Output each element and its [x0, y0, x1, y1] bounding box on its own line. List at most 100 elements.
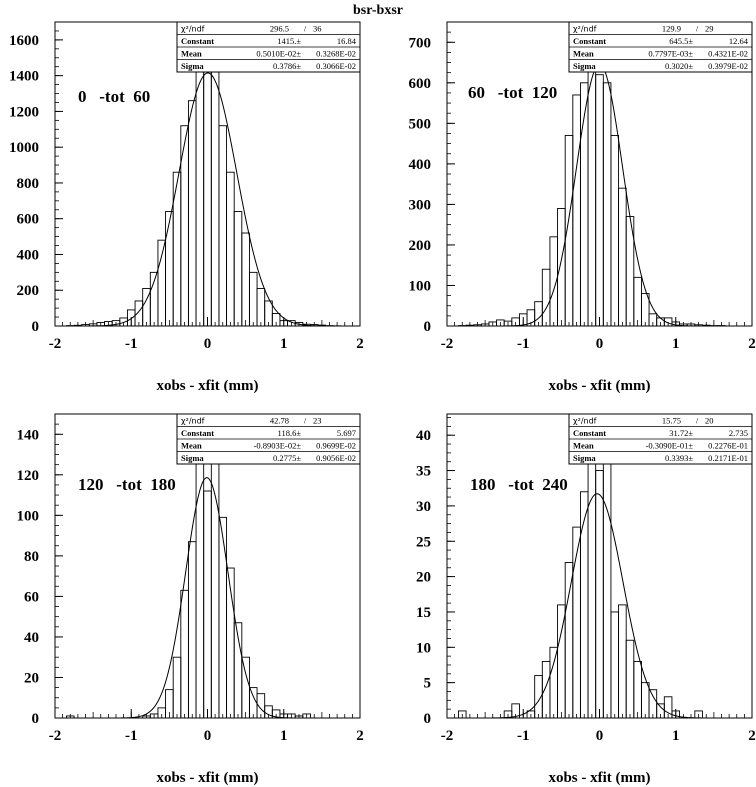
y-tick-label: 400 [409, 157, 432, 173]
histogram-bin [241, 656, 250, 719]
panel-3: 0 20 40 60 80 100 120 140 -2 -1 0 1 2 xobs - xfit (mm… [17, 413, 364, 786]
histogram-bin [248, 687, 258, 719]
y-tick-label: 600 [17, 212, 40, 228]
stat-value: -0.3090E-01± [646, 441, 694, 451]
x-axis-label: xobs - xfit (mm) [156, 770, 258, 786]
gaussian-fit-curve [447, 63, 752, 327]
x-tick-label: 2 [356, 336, 364, 352]
chi2ndf-separator: / [696, 416, 699, 426]
stats-box: χ²/ndf 129.9 / 29 Constant 645.5± 12.64 Mean 0.7… [568, 21, 753, 73]
stat-value: 31.72± [669, 428, 693, 438]
x-tick-label: 1 [672, 336, 680, 352]
chi2ndf-ndf: 36 [313, 24, 322, 34]
y-tick-label: 10 [416, 640, 431, 656]
histogram-bin [248, 271, 258, 327]
x-tick-label: -1 [125, 336, 138, 352]
y-tick-label: 0 [32, 711, 40, 727]
stat-error: 5.697 [337, 428, 356, 438]
histogram-bin [618, 187, 627, 327]
histogram-bin [226, 171, 235, 327]
histogram-bin [587, 41, 597, 327]
stats-box: χ²/ndf 15.75 / 20 Constant 31.72± 2.735 Mean -0.… [568, 413, 753, 465]
histogram-bin [633, 660, 642, 719]
stat-label: Constant [181, 428, 214, 438]
histogram-bin [610, 135, 620, 327]
y-tick-label: 100 [17, 508, 40, 524]
y-tick-label: 120 [17, 468, 40, 484]
histogram-bin [625, 639, 635, 719]
gaussian-fit-curve [55, 72, 360, 327]
x-tick-label: 2 [748, 728, 756, 744]
stat-value: 0.7797E-03± [648, 49, 693, 59]
x-tick-label: -2 [441, 728, 454, 744]
stat-value: 0.3786± [273, 61, 301, 71]
histogram-bin [187, 541, 197, 719]
histogram-bin [579, 491, 589, 719]
gaussian-fit-curve [55, 477, 360, 719]
stat-value: -0.8903E-02± [254, 441, 302, 451]
x-tick-label: -2 [441, 336, 454, 352]
stat-label: Constant [573, 36, 606, 46]
x-axis-label: xobs - xfit (mm) [156, 378, 258, 394]
stat-error: 0.3268E-02 [316, 49, 356, 59]
stat-value: 0.5010E-02± [256, 49, 301, 59]
y-tick-label: 60 [24, 589, 39, 605]
chi2ndf-separator: / [304, 416, 307, 426]
y-tick-label: 0 [32, 319, 40, 335]
stat-label: Constant [181, 36, 214, 46]
y-tick-label: 700 [409, 35, 432, 51]
x-tick-label: 0 [596, 336, 604, 352]
histogram-bin [640, 293, 650, 327]
stats-box: χ²/ndf 296.5 / 36 Constant 1415.± 16.84 Mean 0.5… [176, 21, 361, 73]
x-axis-label: xobs - xfit (mm) [548, 378, 650, 394]
y-tick-label: 100 [409, 278, 432, 294]
chi2ndf-value: 296.5 [270, 24, 289, 34]
stat-label: Mean [181, 49, 202, 59]
stat-error: 0.2276E-01 [708, 441, 748, 451]
stat-label: Mean [181, 441, 202, 451]
stat-value: 0.2775± [273, 453, 301, 463]
histogram-bin [218, 125, 228, 327]
histogram-bin [640, 682, 650, 719]
y-tick-label: 80 [24, 549, 39, 565]
stat-value: 0.3020± [665, 61, 693, 71]
histogram-bin [610, 611, 620, 719]
stat-label: Mean [573, 49, 594, 59]
histogram-bin [203, 64, 212, 327]
histogram-bin [271, 313, 281, 327]
histogram-bin [233, 211, 243, 327]
histogram-bin [218, 516, 228, 719]
histogram-bin [587, 427, 597, 719]
y-tick-label: 20 [416, 570, 431, 586]
chi2ndf-ndf: 23 [313, 416, 322, 426]
histogram-bin [564, 562, 574, 719]
stat-label: Sigma [181, 61, 204, 71]
histogram-bin [633, 276, 642, 327]
y-tick-label: 800 [17, 176, 40, 192]
x-tick-label: 0 [596, 728, 604, 744]
histogram-bin [595, 74, 604, 327]
histogram-bin [241, 232, 250, 327]
chi2ndf-ndf: 20 [705, 416, 714, 426]
y-tick-label: 140 [17, 427, 40, 443]
stat-value: 0.3393± [665, 453, 693, 463]
stat-label: Sigma [573, 61, 596, 71]
stat-label: Constant [573, 428, 606, 438]
x-tick-label: 1 [280, 336, 288, 352]
y-tick-label: 40 [416, 428, 431, 444]
stat-value: 118.6± [278, 428, 302, 438]
chi2ndf-label: χ²/ndf [573, 25, 597, 34]
stat-error: 0.2171E-01 [708, 453, 748, 463]
range-label: 180 -tot 240 [470, 475, 568, 494]
figure-title: bsr-bxsr [353, 3, 403, 18]
stat-error: 0.4321E-02 [708, 49, 748, 59]
histogram-bin [157, 239, 167, 327]
stat-error: 0.3979E-02 [708, 61, 748, 71]
stat-label: Sigma [181, 453, 204, 463]
histogram-bin [541, 268, 551, 327]
range-label: 0 -tot 60 [78, 87, 150, 106]
y-tick-label: 1200 [9, 104, 39, 120]
y-tick-label: 1400 [9, 69, 39, 85]
y-tick-label: 25 [416, 534, 431, 550]
